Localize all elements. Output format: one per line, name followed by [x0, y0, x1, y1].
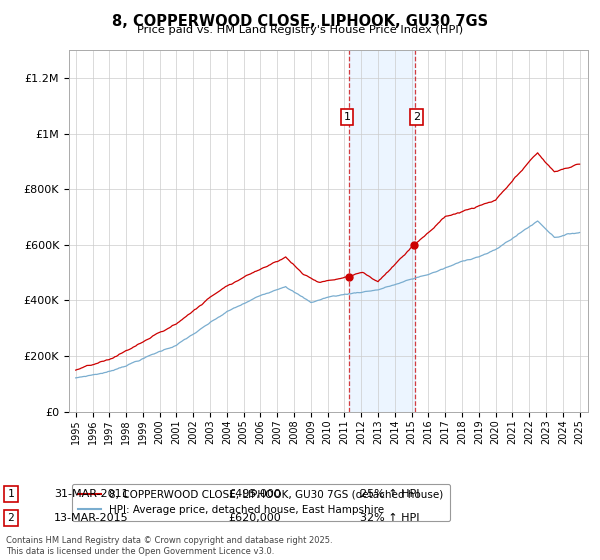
- Bar: [349, 50, 415, 412]
- Text: 13-MAR-2015: 13-MAR-2015: [54, 513, 128, 523]
- Text: Price paid vs. HM Land Registry's House Price Index (HPI): Price paid vs. HM Land Registry's House …: [137, 25, 463, 35]
- Text: £620,000: £620,000: [228, 513, 281, 523]
- Text: 1: 1: [7, 489, 14, 499]
- Text: 2: 2: [7, 513, 14, 523]
- Text: 8, COPPERWOOD CLOSE, LIPHOOK, GU30 7GS: 8, COPPERWOOD CLOSE, LIPHOOK, GU30 7GS: [112, 14, 488, 29]
- Text: 2: 2: [413, 112, 420, 122]
- Legend: 8, COPPERWOOD CLOSE, LIPHOOK, GU30 7GS (detached house), HPI: Average price, det: 8, COPPERWOOD CLOSE, LIPHOOK, GU30 7GS (…: [71, 484, 449, 521]
- Text: 31-MAR-2011: 31-MAR-2011: [54, 489, 128, 499]
- Text: 25% ↑ HPI: 25% ↑ HPI: [360, 489, 419, 499]
- Text: 32% ↑ HPI: 32% ↑ HPI: [360, 513, 419, 523]
- Text: Contains HM Land Registry data © Crown copyright and database right 2025.
This d: Contains HM Land Registry data © Crown c…: [6, 536, 332, 556]
- Text: £495,000: £495,000: [228, 489, 281, 499]
- Text: 1: 1: [343, 112, 350, 122]
